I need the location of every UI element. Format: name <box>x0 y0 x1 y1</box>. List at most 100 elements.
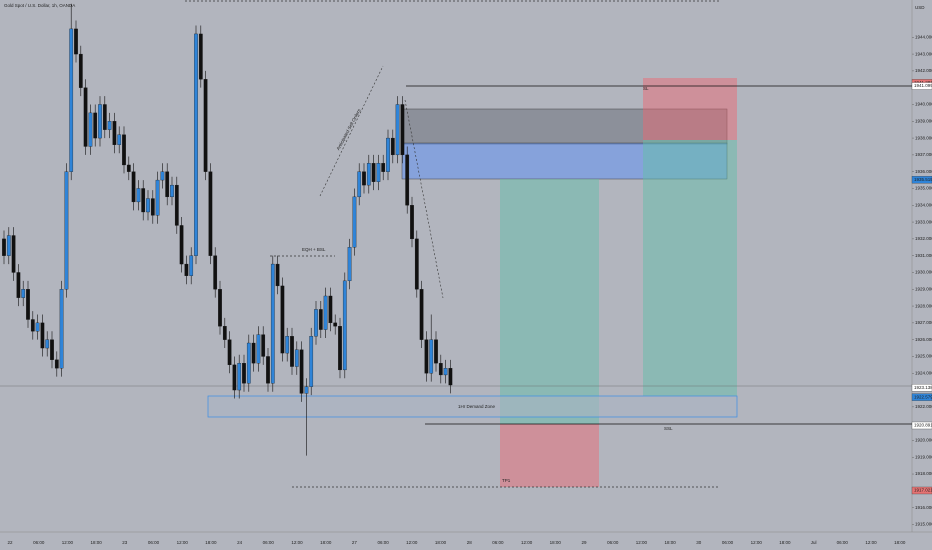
candle-body <box>194 33 198 256</box>
x-tick-label: 18:00 <box>550 540 562 545</box>
candle-body <box>102 104 107 130</box>
candle-body <box>189 255 194 276</box>
candle-body <box>424 339 429 374</box>
candle-body <box>11 235 16 273</box>
y-tick-label: 1926.000 <box>915 337 932 342</box>
candle-body <box>88 112 93 147</box>
candle-body <box>270 263 275 384</box>
price-tag <box>911 486 932 495</box>
candle-body <box>395 104 400 156</box>
y-tick-label: 1937.000 <box>915 152 932 157</box>
candle-body <box>261 334 266 357</box>
candle-body <box>400 104 405 156</box>
price-tag <box>911 393 932 401</box>
price-tag-label: 1935.519 <box>914 177 932 182</box>
candle-body <box>122 134 126 166</box>
x-tick-label: 18:00 <box>664 540 676 545</box>
y-tick-label: 1927.000 <box>915 320 932 325</box>
x-tick-label: 12:00 <box>865 540 877 545</box>
candle-body <box>419 289 424 340</box>
candle-body <box>333 322 338 327</box>
candle-body <box>74 28 78 55</box>
y-tick-label: 1942.000 <box>915 68 932 73</box>
candle-body <box>170 184 174 198</box>
x-tick-label: Jul <box>811 540 817 545</box>
x-tick-label: 29 <box>581 540 587 545</box>
candle-body <box>160 171 165 181</box>
y-tick-label: 1920.000 <box>915 438 932 443</box>
annotation: SL <box>643 86 649 91</box>
y-tick-label: 1922.000 <box>915 404 932 409</box>
candle-body <box>362 171 366 186</box>
x-tick-label: 12:00 <box>751 540 763 545</box>
candle-body <box>352 196 357 248</box>
price-tag <box>911 384 932 392</box>
candle-body <box>410 205 414 240</box>
y-tick-label: 1944.000 <box>915 34 932 39</box>
x-tick-label: 18:00 <box>90 540 102 545</box>
x-tick-label: 12:00 <box>406 540 418 545</box>
candle-body <box>266 356 270 384</box>
y-tick-label: 1940.000 <box>915 102 932 107</box>
candle-body <box>155 179 160 216</box>
x-tick-label: 18:00 <box>205 540 217 545</box>
x-tick-label: 06:00 <box>33 540 45 545</box>
candle-body <box>184 263 189 276</box>
candle-body <box>141 188 146 213</box>
y-tick-label: 1932.000 <box>915 236 932 241</box>
x-tick-label: 18:00 <box>894 540 906 545</box>
price-tag-label: 1922.579 <box>914 394 932 399</box>
candle-body <box>227 339 232 366</box>
candle-body <box>342 280 347 371</box>
candle-body <box>59 289 64 369</box>
y-tick-label: 1915.000 <box>915 522 932 527</box>
candle-body <box>246 342 251 384</box>
candle-body <box>357 171 362 198</box>
x-tick-label: 12:00 <box>291 540 303 545</box>
candle-body <box>93 112 98 139</box>
y-tick-label: 1916.000 <box>915 505 932 510</box>
candle-body <box>213 255 218 290</box>
candle-body <box>83 87 88 147</box>
x-tick-label: 18:00 <box>435 540 447 545</box>
candle-body <box>150 198 155 216</box>
candle-body <box>251 342 256 364</box>
annotation: SSL <box>664 426 673 431</box>
candle-body <box>69 28 74 172</box>
candle-body <box>35 322 40 332</box>
candle-body <box>309 336 314 387</box>
x-tick-label: 06:00 <box>837 540 849 545</box>
candle-body <box>40 322 45 349</box>
candle-body <box>131 171 136 203</box>
y-tick-label: 1933.000 <box>915 219 932 224</box>
y-tick-label: 1930.000 <box>915 270 932 275</box>
candle-body <box>98 104 102 139</box>
x-tick-label: 30 <box>696 540 702 545</box>
currency: USD <box>915 5 925 10</box>
candle-body <box>390 137 395 156</box>
candle-body <box>304 386 309 394</box>
candle-body <box>285 336 290 354</box>
x-tick-label: 06:00 <box>263 540 275 545</box>
candle-body <box>218 289 222 327</box>
y-tick-label: 1935.000 <box>915 186 932 191</box>
x-tick-label: 23 <box>122 540 128 545</box>
x-tick-label: 06:00 <box>377 540 389 545</box>
candle-body <box>50 339 54 360</box>
x-tick-label: 06:00 <box>607 540 619 545</box>
candle-body <box>448 368 453 386</box>
price-tag <box>911 421 932 430</box>
candle-body <box>242 363 246 384</box>
price-tag-label: 1923.138 <box>914 385 932 390</box>
candle-body <box>366 163 371 186</box>
candle-body <box>338 326 342 371</box>
y-tick-label: 1929.000 <box>915 286 932 291</box>
price-tag-label: 1941.099 <box>914 83 932 88</box>
candle-body <box>30 319 35 332</box>
y-tick-label: 1919.000 <box>915 454 932 459</box>
x-tick-label: 22 <box>7 540 13 545</box>
candle-body <box>275 263 280 287</box>
x-tick-label: 12:00 <box>636 540 648 545</box>
candle-body <box>203 79 208 172</box>
